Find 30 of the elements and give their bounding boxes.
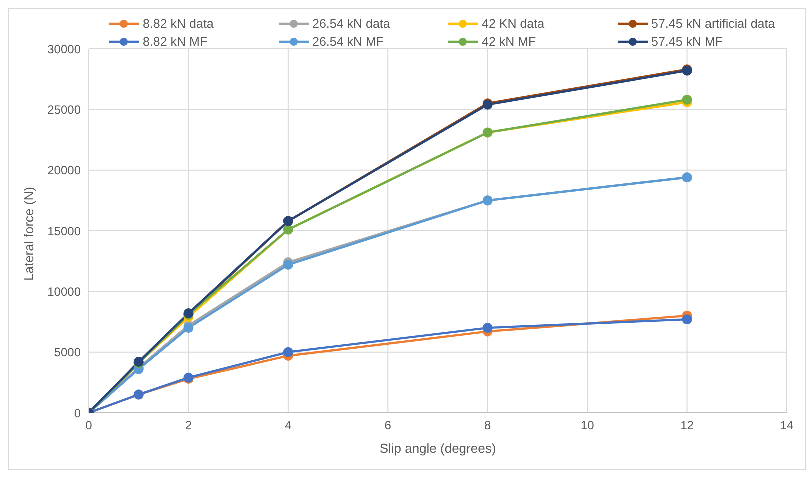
y-tick-label: 0 [74, 406, 82, 420]
y-tick-label: 10000 [48, 284, 82, 299]
legend-label: 8.82 kN MF [143, 35, 208, 49]
legend-label: 26.54 kN data [312, 17, 390, 31]
x-tick-label: 10 [580, 418, 595, 433]
legend-label: 42 kN MF [482, 35, 536, 49]
y-tick-label: 5000 [54, 346, 82, 360]
point [184, 323, 194, 334]
legend-label: 57.45 kN MF [652, 35, 724, 49]
point [682, 94, 692, 105]
legend-label: 42 KN data [482, 17, 545, 31]
x-tick-label: 2 [185, 418, 192, 433]
y-tick-label: 25000 [48, 102, 82, 117]
x-tick-label: 8 [484, 418, 492, 433]
point [283, 347, 294, 358]
point [682, 314, 692, 325]
x-tick-label: 12 [680, 418, 694, 433]
y-axis-title: Lateral force (N) [22, 187, 37, 281]
y-tick-label: 15000 [48, 224, 82, 238]
x-tick-label: 4 [285, 418, 292, 433]
legend-label: 57.45 kN artificial data [652, 17, 776, 31]
legend-label: 8.82 kN data [143, 17, 214, 31]
y-tick-label: 30000 [48, 42, 82, 56]
x-tick-label: 14 [780, 418, 794, 433]
legend-label: 26.54 kN MF [312, 35, 384, 49]
point [482, 323, 493, 334]
y-tick-label: 20000 [48, 164, 82, 178]
x-tick-label: 6 [384, 418, 392, 433]
x-axis-title: Slip angle (degrees) [380, 441, 496, 456]
x-tick-label: 0 [86, 418, 93, 433]
